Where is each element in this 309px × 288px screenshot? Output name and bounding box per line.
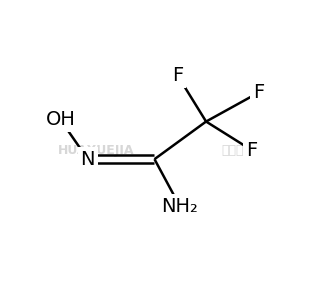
Text: F: F: [253, 83, 265, 102]
Text: F: F: [172, 66, 183, 85]
Text: OH: OH: [45, 110, 75, 129]
Text: N: N: [80, 150, 95, 169]
Text: NH₂: NH₂: [162, 197, 198, 216]
Text: F: F: [246, 141, 257, 160]
Text: HUAXUEJIA: HUAXUEJIA: [57, 144, 134, 157]
Text: 化学加: 化学加: [221, 144, 244, 157]
